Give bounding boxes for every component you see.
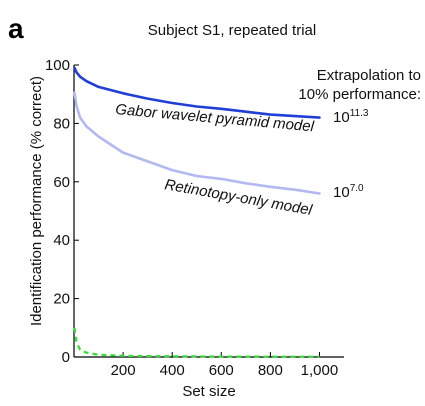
series-line-1 bbox=[73, 91, 321, 195]
x-tick-label: 1,000 bbox=[301, 362, 339, 379]
series-label-gabor: Gabor wavelet pyramid model bbox=[115, 101, 316, 135]
x-ticks: 200 400 600 800 1,000 bbox=[111, 352, 339, 379]
y-tick-label: 40 bbox=[53, 232, 70, 249]
y-tick-label: 0 bbox=[62, 349, 70, 366]
x-tick-label: 400 bbox=[160, 362, 185, 379]
y-tick-label: 60 bbox=[53, 174, 70, 191]
x-tick-label: 600 bbox=[209, 362, 234, 379]
y-ticks: 0 20 40 60 80 100 bbox=[45, 57, 79, 366]
extrapolation-heading-line-1: Extrapolation to bbox=[317, 67, 421, 84]
panel-letter: a bbox=[8, 13, 24, 44]
y-tick-label: 20 bbox=[53, 291, 70, 308]
extrapolation-value-retinotopy: 107.0 bbox=[333, 183, 364, 201]
y-tick-label: 100 bbox=[45, 57, 70, 74]
series-line-2 bbox=[73, 327, 320, 358]
extrapolation-value-gabor: 1011.3 bbox=[333, 108, 369, 126]
series-line-0 bbox=[73, 66, 321, 119]
x-tick-label: 200 bbox=[111, 362, 136, 379]
y-tick-label: 80 bbox=[53, 115, 70, 132]
chart-title: Subject S1, repeated trial bbox=[148, 22, 316, 39]
x-tick-label: 800 bbox=[258, 362, 283, 379]
plot-area: 0 20 40 60 80 100 200 400 600 800 1,000 bbox=[45, 57, 344, 379]
extrapolation-heading-line-2: 10% performance: bbox=[298, 86, 421, 103]
x-axis-label: Set size bbox=[182, 383, 235, 400]
y-axis-label: Identification performance (% correct) bbox=[28, 76, 45, 326]
series-layer bbox=[73, 66, 321, 358]
